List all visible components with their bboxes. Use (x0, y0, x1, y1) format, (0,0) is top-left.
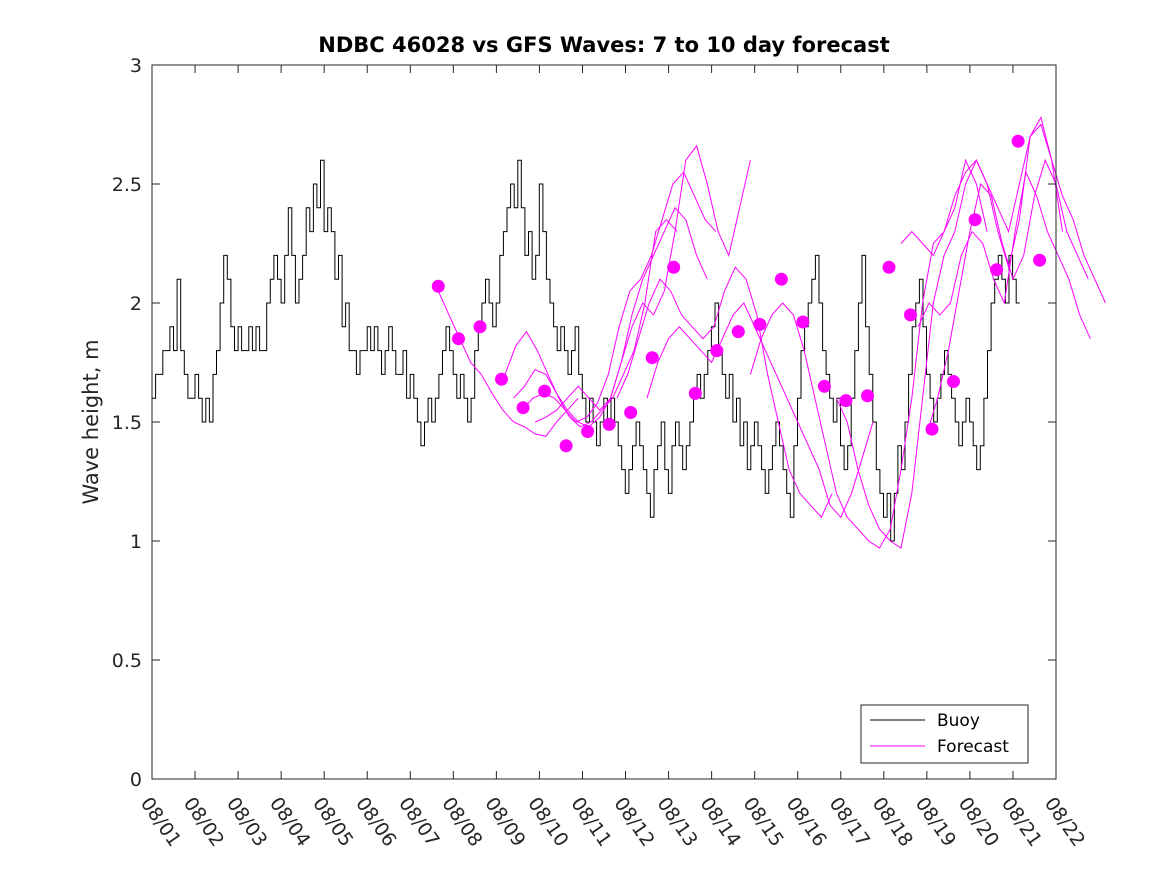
forecast-marker (861, 389, 874, 403)
forecast-marker (882, 260, 896, 274)
forecast-marker (1011, 134, 1025, 148)
forecast-marker (731, 325, 745, 339)
x-tick-label: 08/07 (394, 793, 443, 850)
forecast-marker (774, 272, 788, 286)
forecast-marker (990, 263, 1004, 277)
forecast-marker (968, 213, 982, 227)
forecast-markers (431, 134, 1047, 453)
y-tick-label: 2 (130, 293, 142, 315)
forecast-line (616, 266, 833, 519)
x-tick-label: 08/12 (609, 793, 658, 850)
forecast-marker (538, 384, 552, 398)
y-tick-label: 1.5 (112, 412, 142, 434)
forecast-marker (753, 317, 767, 331)
y-axis: 0 0.5 1 1.5 2 2.5 3 (112, 55, 1056, 791)
x-tick-label: 08/03 (222, 793, 271, 850)
forecast-marker (925, 422, 939, 436)
forecast-line (749, 158, 988, 549)
forecast-line (926, 158, 1089, 435)
x-tick-label: 08/02 (179, 793, 228, 850)
forecast-marker (495, 372, 508, 386)
forecast-marker (645, 351, 659, 365)
y-tick-label: 3 (130, 55, 142, 77)
x-tick-label: 08/04 (265, 793, 314, 850)
x-tick-label: 08/22 (1040, 793, 1089, 850)
forecast-marker (904, 308, 917, 322)
x-tick-label: 08/19 (911, 793, 960, 850)
forecast-marker (602, 417, 616, 431)
forecast-marker (1033, 253, 1047, 267)
y-tick-label: 0.5 (112, 650, 142, 672)
x-tick-label: 08/09 (480, 793, 529, 850)
x-tick-label: 08/06 (351, 793, 400, 850)
forecast-marker (947, 375, 960, 388)
x-tick-label: 08/21 (997, 793, 1046, 850)
x-tick-label: 08/17 (825, 793, 874, 850)
legend-forecast-label: Forecast (937, 737, 1009, 757)
y-tick-label: 0 (130, 769, 142, 791)
forecast-line (836, 123, 1063, 549)
buoy-series (152, 159, 1020, 542)
forecast-marker (431, 279, 445, 293)
x-tick-label: 08/10 (523, 793, 572, 850)
chart-title: NDBC 46028 vs GFS Waves: 7 to 10 day for… (318, 33, 889, 57)
x-tick-label: 08/15 (739, 793, 788, 850)
x-tick-label: 08/01 (136, 793, 185, 850)
x-tick-label: 08/11 (566, 793, 615, 850)
forecast-marker (452, 332, 465, 346)
legend-box (860, 704, 1029, 764)
forecast-marker (559, 439, 573, 453)
forecast-marker (667, 260, 681, 274)
buoy-line (152, 159, 1020, 542)
forecast-line (504, 218, 678, 428)
x-tick-label: 08/13 (652, 793, 701, 850)
forecast-marker (817, 379, 831, 393)
forecast-line (534, 144, 751, 423)
y-axis-label: Wave height, m (79, 339, 103, 504)
x-tick-label: 08/08 (437, 793, 486, 850)
forecast-line (900, 116, 1106, 304)
forecast-series (437, 116, 1106, 549)
x-tick-label: 08/14 (696, 793, 745, 850)
forecast-line (917, 170, 1091, 339)
x-tick-label: 08/18 (868, 793, 917, 850)
forecast-marker (581, 425, 595, 438)
forecast-marker (688, 386, 702, 400)
forecast-marker (796, 315, 810, 329)
forecast-line (646, 302, 874, 519)
forecast-marker (710, 344, 724, 358)
x-tick-label: 08/16 (782, 793, 831, 850)
x-tick-label: 08/20 (954, 793, 1003, 850)
x-tick-label: 08/05 (308, 793, 357, 850)
legend-buoy-label: Buoy (937, 711, 980, 731)
forecast-marker (624, 406, 638, 419)
forecast-marker (839, 394, 853, 408)
legend: Buoy Forecast (860, 704, 1029, 764)
y-tick-label: 2.5 (112, 174, 142, 196)
y-tick-label: 1 (130, 531, 142, 553)
forecast-marker (473, 320, 487, 334)
forecast-marker (516, 401, 530, 415)
